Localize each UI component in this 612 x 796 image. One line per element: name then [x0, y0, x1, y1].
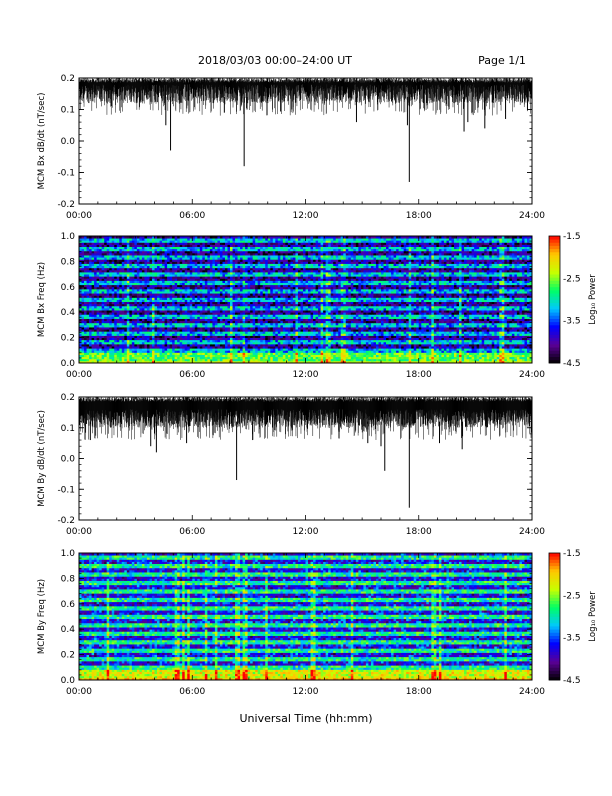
page-number: Page 1/1 [478, 54, 526, 67]
x-tick-label: 24:00 [519, 211, 545, 221]
series-line-panel-1 [79, 78, 532, 182]
y-tick-label: 0.0 [61, 137, 76, 147]
x-tick-label: 00:00 [66, 211, 92, 221]
spectrogram-panel-2 [79, 236, 532, 363]
x-tick-label: 12:00 [293, 211, 319, 221]
page-title: 2018/03/03 00:00–24:00 UT [198, 54, 352, 67]
x-tick-label: 06:00 [179, 211, 205, 221]
y-tick-label: 0.2 [61, 74, 75, 84]
panels: 00:00 06:00 12:00 18:00 24:00 -0.2 -0.1 0.0 0.1 0… [37, 74, 598, 697]
series-strokes [79, 78, 532, 182]
y-tick-label: 0.1 [61, 106, 75, 116]
x-tick-label: 18:00 [406, 211, 432, 221]
y-tick-label: -0.2 [57, 200, 75, 210]
x-axis-label: Universal Time (hh:mm) [240, 712, 373, 725]
y-tick-label: -0.1 [57, 169, 75, 179]
y-axis-label: MCM Bx dB/dt (nT/sec) [37, 93, 47, 190]
